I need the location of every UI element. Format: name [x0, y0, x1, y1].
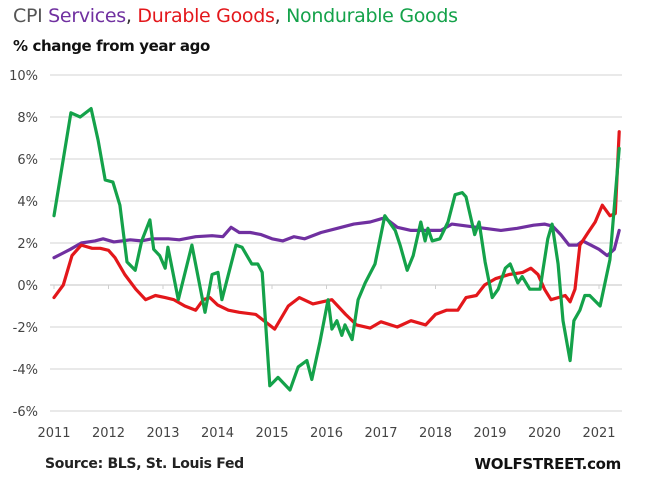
x-tick-label: 2012 — [92, 426, 125, 441]
x-tick-label: 2019 — [473, 426, 506, 441]
y-axis: 10% 8% 6% 4% 2% 0% -2% -4% -6% — [9, 69, 38, 420]
chart-title: CPI Services, Durable Goods, Nondurable … — [13, 2, 458, 28]
title-part: Durable Goods — [137, 5, 275, 27]
y-tick-label: 2% — [17, 237, 38, 252]
y-tick-label: 10% — [9, 69, 38, 84]
y-tick-label: 4% — [17, 195, 38, 210]
y-tick-label: -4% — [13, 363, 38, 378]
x-tick-label: 2016 — [310, 426, 343, 441]
title-part: Services — [48, 5, 126, 27]
x-tick-label: 2014 — [201, 426, 234, 441]
title-part: , — [125, 5, 138, 27]
y-tick-label: -6% — [13, 405, 38, 420]
title-part: , — [274, 5, 287, 27]
series-line-nondurable-goods — [52, 106, 621, 392]
series-lines — [52, 106, 621, 392]
x-tick-label: 2021 — [582, 426, 615, 441]
chart-subtitle: % change from year ago — [13, 37, 210, 55]
x-tick-label: 2015 — [255, 426, 288, 441]
x-tick-label: 2017 — [364, 426, 397, 441]
gridlines — [50, 74, 622, 412]
y-tick-label: -2% — [13, 321, 38, 336]
title-part: CPI — [13, 5, 49, 27]
x-tick-label: 2018 — [419, 426, 452, 441]
x-tick-label: 2011 — [37, 426, 70, 441]
y-tick-label: 0% — [17, 279, 38, 294]
brand-label: WOLFSTREET.com — [474, 455, 622, 473]
x-tick-label: 2013 — [146, 426, 179, 441]
series-line-durable-goods — [52, 130, 621, 331]
y-tick-label: 8% — [17, 111, 38, 126]
source-note: Source: BLS, St. Louis Fed — [45, 456, 244, 472]
title-part: Nondurable Goods — [286, 5, 458, 27]
x-tick-label: 2020 — [528, 426, 561, 441]
y-tick-label: 6% — [17, 153, 38, 168]
x-axis: 2011 2012 2013 2014 2015 2016 2017 2018 2019 2020… — [37, 285, 616, 441]
